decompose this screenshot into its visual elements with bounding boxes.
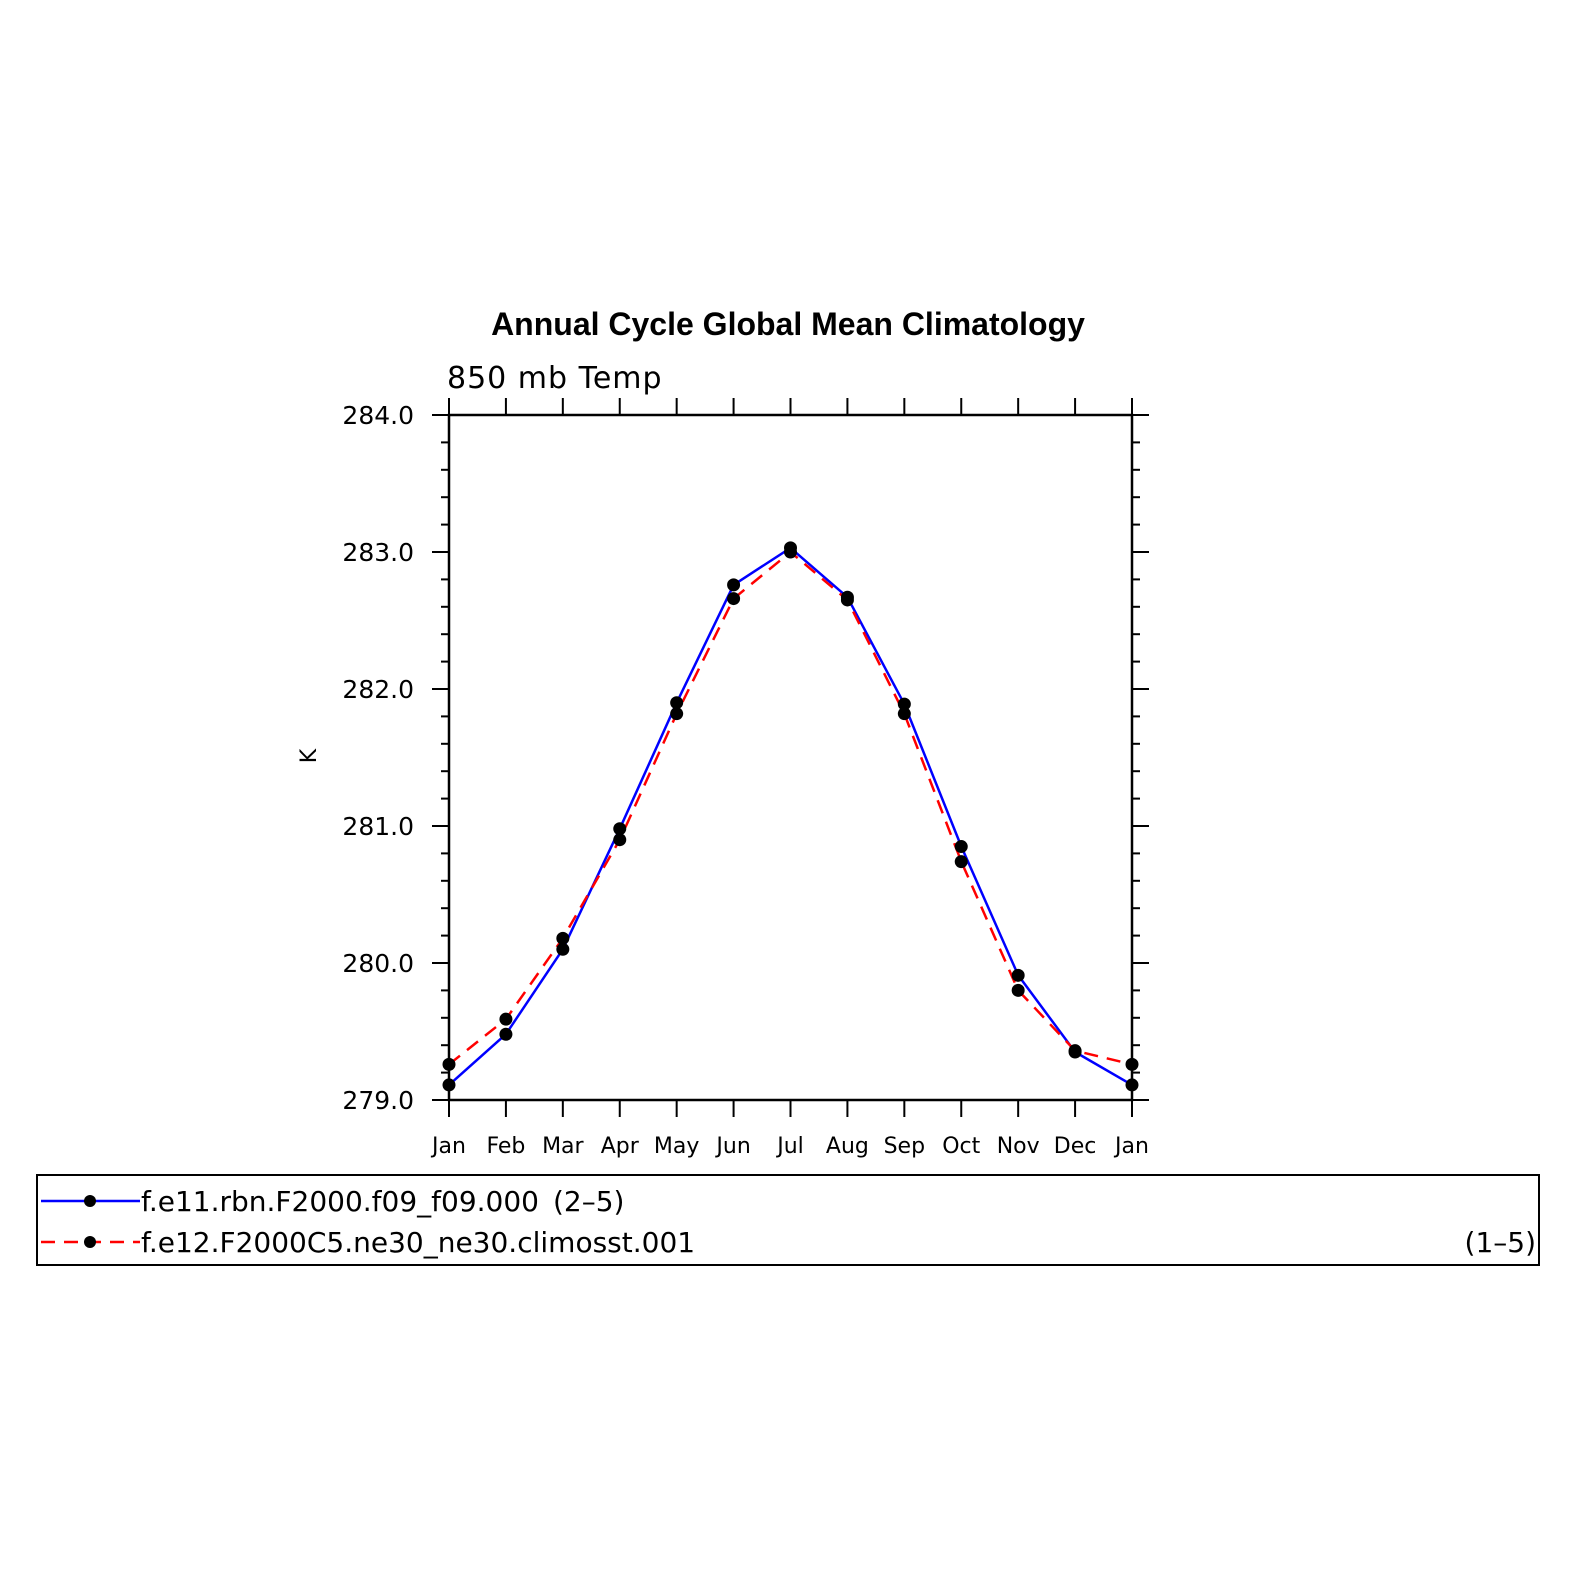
x-tick-label: Jun [714, 1134, 750, 1159]
series-1-point [1011, 968, 1025, 982]
legend-marker-series-2 [84, 1236, 96, 1248]
y-axis-label: K [297, 748, 322, 763]
legend-entry-series-1: f.e11.rbn.F2000.f09_f09.000 (2–5) [41, 1185, 624, 1218]
x-tick-label: Jan [430, 1134, 466, 1159]
series-2-point [556, 931, 570, 945]
legend-name-series-2: f.e12.F2000C5.ne30_ne30.climosst.001 [141, 1226, 695, 1259]
series-2-point [442, 1057, 456, 1071]
legend-suffix-series-2: (1–5) [1465, 1226, 1536, 1259]
series-1-point [954, 840, 968, 854]
series-1-point [556, 942, 570, 956]
series-2-point [1011, 983, 1025, 997]
x-tick-label: Oct [942, 1134, 980, 1159]
plot-series [442, 541, 1139, 1092]
legend: f.e11.rbn.F2000.f09_f09.000 (2–5) f.e12.F… [36, 1174, 1540, 1266]
series-1-point [1125, 1078, 1139, 1092]
plot-frame [447, 413, 1134, 1102]
series-2-point [954, 855, 968, 869]
axes [432, 398, 1149, 1117]
series-2-point [499, 1012, 513, 1026]
series-2-point [613, 833, 627, 847]
y-tick-label: 282.0 [342, 675, 414, 704]
x-tick-label: Feb [486, 1134, 525, 1159]
series-2-point [727, 592, 741, 606]
series-line-1 [448, 546, 1133, 1086]
series-2-point [840, 593, 854, 607]
series-1-point [670, 696, 684, 710]
series-1-point [499, 1027, 513, 1041]
legend-label-series-1: f.e11.rbn.F2000.f09_f09.000 (2–5) [141, 1185, 624, 1218]
y-tick-label: 281.0 [342, 812, 414, 841]
legend-frame [36, 1174, 1540, 1266]
y-tick-labels: 279.0 280.0 281.0 282.0 283.0 284.0 [342, 401, 414, 1115]
x-tick-label: May [654, 1134, 699, 1159]
legend-marker-series-1 [84, 1195, 96, 1207]
y-tick-label: 279.0 [342, 1086, 414, 1115]
x-tick-label: Sep [884, 1134, 925, 1159]
x-tick-label: Nov [997, 1134, 1040, 1159]
legend-name-series-1: f.e11.rbn.F2000.f09_f09.000 [141, 1185, 539, 1218]
series-1-point [442, 1078, 456, 1092]
x-tick-label: Apr [601, 1134, 640, 1159]
legend-suffix-series-1: (2–5) [553, 1185, 624, 1218]
x-tick-labels: Jan Feb Mar Apr May Jun Jul Aug Sep Oct Nov Dec Jan [430, 1134, 1149, 1159]
series-2-point [1068, 1044, 1082, 1058]
chart-subtitle: 850 mb Temp [447, 361, 663, 396]
legend-entry-series-2: f.e12.F2000C5.ne30_ne30.climosst.001 (1–… [41, 1226, 1536, 1259]
series-1-point [897, 697, 911, 711]
series-2-point [897, 707, 911, 721]
x-tick-label: Jul [775, 1134, 804, 1159]
y-tick-label: 284.0 [342, 401, 414, 430]
x-tick-label: Dec [1054, 1134, 1097, 1159]
series-1-point [727, 578, 741, 592]
x-tick-label: Mar [542, 1134, 584, 1159]
series-line-2 [448, 550, 1133, 1066]
y-tick-label: 283.0 [342, 538, 414, 567]
y-tick-label: 280.0 [342, 949, 414, 978]
chart-title: Annual Cycle Global Mean Climatology [491, 306, 1085, 342]
x-tick-label: Aug [826, 1134, 869, 1159]
series-2-point [784, 545, 797, 559]
series-2-point [670, 707, 684, 721]
series-1-point [613, 822, 627, 836]
series-2-point [1125, 1057, 1139, 1071]
x-tick-label: Jan [1113, 1134, 1149, 1159]
